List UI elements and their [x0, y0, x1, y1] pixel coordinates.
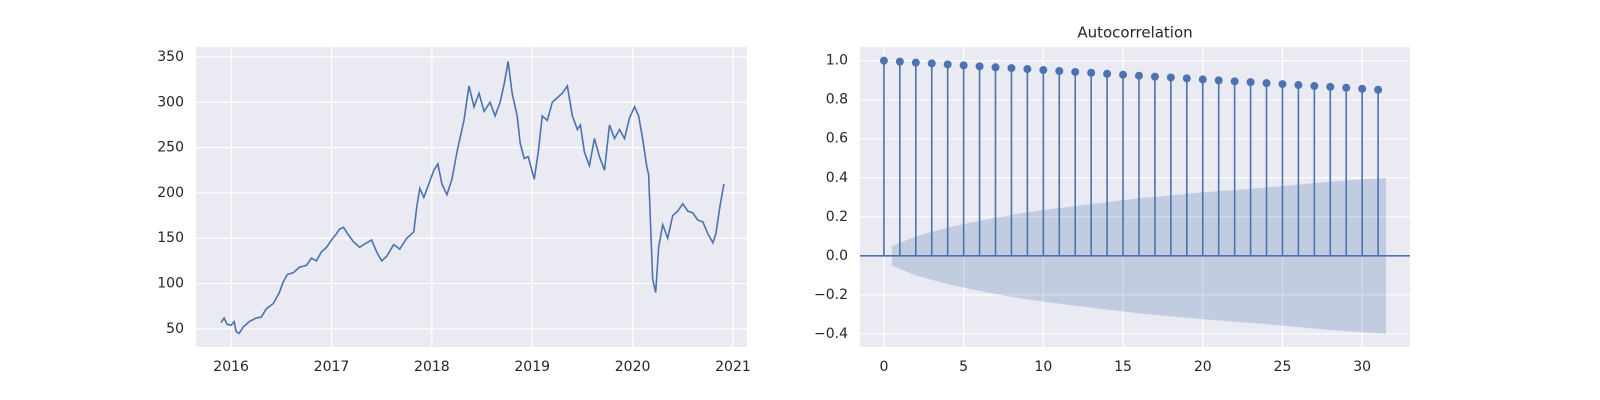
stem-marker [1278, 80, 1287, 89]
y-tick-label: 150 [157, 230, 184, 246]
stem-marker [1055, 67, 1064, 76]
x-tick-label: 2021 [715, 359, 751, 375]
stem-marker [1246, 78, 1255, 87]
y-tick-label: 0.2 [826, 209, 848, 225]
stem-marker [1214, 76, 1223, 85]
stem-marker [1294, 81, 1303, 90]
y-tick-label: 1.0 [826, 53, 848, 69]
x-tick-label: 0 [879, 359, 888, 375]
price-line [220, 61, 725, 335]
stem-marker [927, 59, 936, 68]
y-tick-label: 350 [157, 49, 184, 65]
stem-marker [1150, 72, 1159, 81]
y-tick-label: 0.8 [826, 92, 848, 108]
x-tick-label: 5 [959, 359, 968, 375]
plot-area [860, 47, 1410, 347]
stem-marker [1310, 82, 1319, 91]
x-tick-label: 15 [1114, 359, 1132, 375]
x-tick-label: 30 [1353, 359, 1371, 375]
stem-marker [991, 63, 1000, 72]
y-tick-label: 100 [157, 276, 184, 292]
stem-marker [1230, 77, 1239, 86]
y-tick-label: 0.0 [826, 248, 848, 264]
stem-marker [1166, 73, 1175, 82]
stem-marker [1198, 75, 1207, 84]
stem-marker [943, 60, 952, 69]
y-tick-label: 200 [157, 185, 184, 201]
stem-marker [1342, 83, 1351, 92]
x-tick-label: 25 [1274, 359, 1292, 375]
x-tick-label: 2020 [615, 359, 651, 375]
x-tick-label: 2017 [314, 359, 350, 375]
plot-area [196, 47, 747, 347]
stem-marker [975, 62, 984, 71]
x-tick-label: 10 [1034, 359, 1052, 375]
stem-marker [959, 61, 968, 70]
stem-marker [1007, 64, 1016, 73]
stem-marker [1262, 79, 1271, 88]
chart-title: Autocorrelation [1077, 24, 1192, 42]
stem-marker [1023, 65, 1032, 74]
y-tick-label: 0.6 [826, 131, 848, 147]
stem-marker [1119, 70, 1128, 79]
x-tick-label: 2016 [213, 359, 249, 375]
y-tick-label: 250 [157, 140, 184, 156]
stem-marker [1087, 68, 1096, 77]
stem-marker [1358, 84, 1367, 93]
stem-marker [1134, 71, 1143, 80]
y-tick-label: −0.2 [814, 287, 848, 303]
stem-marker [1071, 67, 1080, 76]
stem-marker [879, 56, 888, 65]
y-tick-label: 0.4 [826, 170, 848, 186]
stem-marker [1039, 66, 1048, 75]
stem-marker [1182, 74, 1191, 83]
stem-marker [895, 57, 904, 66]
x-tick-label: 2018 [414, 359, 450, 375]
y-tick-label: 50 [166, 321, 184, 337]
y-tick-label: −0.4 [814, 326, 848, 342]
stem-marker [1374, 85, 1383, 94]
stem-marker [1326, 82, 1335, 91]
stem-marker [1103, 69, 1112, 78]
stem-marker [911, 58, 920, 67]
x-tick-label: 20 [1194, 359, 1212, 375]
y-tick-label: 300 [157, 94, 184, 110]
x-tick-label: 2019 [514, 359, 550, 375]
